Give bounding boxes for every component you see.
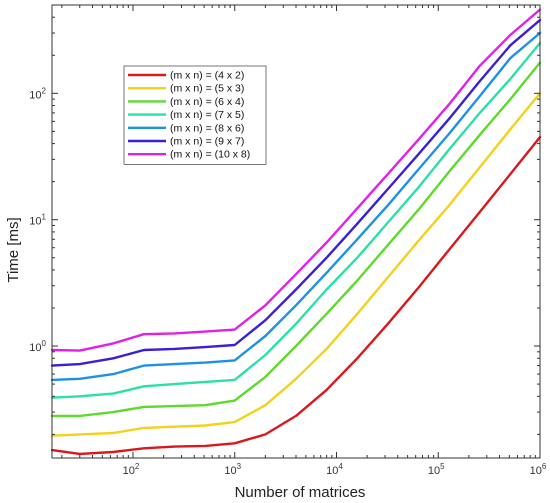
x-tick-label: 102 xyxy=(123,462,140,477)
legend-label: (m x n) = (4 x 2) xyxy=(170,70,244,82)
legend-label: (m x n) = (8 x 6) xyxy=(170,122,244,134)
legend-label: (m x n) = (6 x 4) xyxy=(170,96,244,108)
series-line-6 xyxy=(50,18,542,367)
legend-label: (m x n) = (7 x 5) xyxy=(170,109,244,121)
plot-area xyxy=(50,8,542,456)
y-axis-ticks: 100 101 102 xyxy=(29,4,540,435)
y-tick-label: 102 xyxy=(29,86,46,101)
x-axis-label: Number of matrices xyxy=(235,484,366,501)
x-tick-label: 103 xyxy=(224,462,241,477)
x-tick-label: 105 xyxy=(428,462,445,477)
series-line-2 xyxy=(50,92,542,437)
legend-label: (m x n) = (5 x 3) xyxy=(170,83,244,95)
y-axis-label: Time [ms] xyxy=(5,217,22,282)
series-line-3 xyxy=(50,61,542,418)
y-tick-label: 101 xyxy=(29,213,46,228)
y-tick-label: 100 xyxy=(29,339,46,354)
series-line-1 xyxy=(50,135,542,456)
series-line-4 xyxy=(50,41,542,399)
series-line-7 xyxy=(50,8,542,352)
plot-frame xyxy=(51,4,541,459)
legend: (m x n) = (4 x 2)(m x n) = (5 x 3)(m x n… xyxy=(123,65,267,165)
legend-label: (m x n) = (10 x 8) xyxy=(170,149,250,161)
x-tick-label: 106 xyxy=(530,462,547,477)
legend-label: (m x n) = (9 x 7) xyxy=(170,136,244,148)
series-line-5 xyxy=(50,31,542,382)
x-tick-label: 104 xyxy=(326,462,343,477)
x-axis-ticks: 102 103 104 105 106 xyxy=(61,5,547,477)
